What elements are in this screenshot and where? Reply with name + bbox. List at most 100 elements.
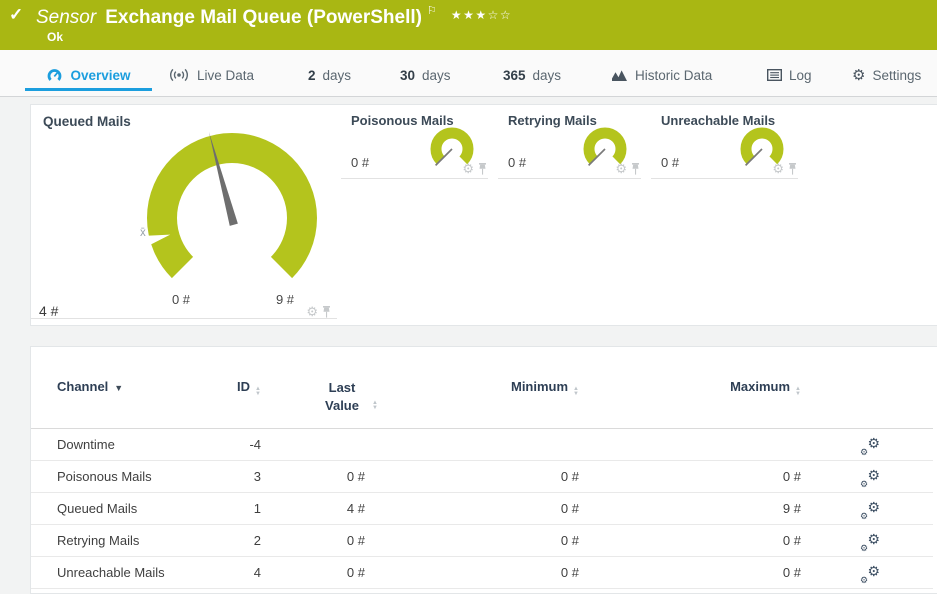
channel-name: Poisonous Mails [31, 460, 207, 494]
tab-overview[interactable]: Overview [25, 62, 152, 88]
primary-gauge-title: Queued Mails [43, 114, 131, 129]
primary-gauge: x̄ [140, 132, 317, 279]
table-row: Queued Mails 1 4 # 0 # 9 # ⚙ ⚙ [31, 492, 933, 526]
retrying-mails-gauge-panel: Retrying Mails 0 # ⚙ [498, 105, 641, 179]
gauges-card: Queued Mails x̄ 0 # 9 # 4 # ⚙ Poisonous … [30, 104, 937, 326]
channel-minimum: 0 # [373, 492, 587, 526]
channel-id: 2 [207, 524, 269, 558]
gauge-settings-gear-icon[interactable]: ⚙ [615, 161, 627, 176]
gauge-current-value: 4 # [39, 303, 59, 319]
channel-name: Queued Mails [31, 492, 207, 526]
channel-last-value: 4 # [269, 492, 373, 526]
pin-icon[interactable] [788, 162, 797, 175]
table-row: Retrying Mails 2 0 # 0 # 0 # ⚙ ⚙ [31, 524, 933, 558]
channel-minimum: 0 # [373, 524, 587, 558]
small-gauge [583, 127, 627, 167]
column-header-minimum[interactable]: Minimum ▲ ▼ [373, 373, 587, 430]
average-marker-label: x̄ [140, 227, 146, 239]
stars-empty[interactable]: ☆☆ [487, 8, 513, 22]
sort-desc-icon: ▼ [114, 383, 124, 393]
table-row: Unreachable Mails 4 0 # 0 # 0 # ⚙ ⚙ [31, 556, 933, 590]
priority-stars[interactable]: ★★★☆☆ [451, 8, 512, 22]
column-header-id[interactable]: ID ▲ ▼ [207, 373, 269, 430]
stars-filled[interactable]: ★★★ [450, 8, 488, 22]
tab-log[interactable]: Log [767, 62, 812, 88]
gauge-min-label: 0 # [171, 292, 191, 307]
tab-30-days[interactable]: 30 days [400, 62, 451, 88]
channels-table: Channel ▼ ID ▲ ▼ Last Value ▲ ▼ Minimum ▲ ▼ Max… [31, 373, 933, 590]
channel-id: 1 [207, 492, 269, 526]
tab-live-data[interactable]: Live Data [168, 62, 254, 88]
channel-settings-icon[interactable]: ⚙ ⚙ [860, 467, 880, 490]
channel-last-value: 0 # [269, 524, 373, 558]
gauge-max-label: 9 # [275, 292, 295, 307]
column-header-actions [809, 373, 933, 430]
channel-name: Unreachable Mails [31, 556, 207, 590]
unreachable-mails-gauge-panel: Unreachable Mails 0 # ⚙ [651, 105, 798, 179]
tab-365-days-unit: days [532, 67, 562, 83]
gauge-current-value: 0 # [351, 155, 370, 170]
sensor-title: Exchange Mail Queue (PowerShell) [105, 7, 422, 28]
gauge-needle [434, 148, 453, 167]
channel-settings-icon[interactable]: ⚙ ⚙ [860, 435, 880, 458]
tab-historic-data[interactable]: Historic Data [611, 62, 712, 88]
active-tab-underline [25, 88, 152, 91]
tab-365-days[interactable]: 365 days [503, 62, 561, 88]
channel-settings-icon[interactable]: ⚙ ⚙ [860, 563, 880, 586]
tab-2-days-number: 2 [308, 67, 316, 83]
channel-last-value: 0 # [269, 460, 373, 494]
tab-log-label: Log [789, 67, 812, 83]
channel-maximum: 0 # [587, 556, 809, 590]
channel-name: Downtime [31, 428, 207, 462]
sensor-status-text: Ok [47, 30, 64, 44]
poisonous-mails-gauge-panel: Poisonous Mails 0 # ⚙ [341, 105, 488, 179]
tab-365-days-number: 365 [503, 67, 526, 83]
gauge-current-value: 0 # [661, 155, 680, 170]
channel-id: 3 [207, 460, 269, 494]
gauge-settings-gear-icon[interactable]: ⚙ [772, 161, 784, 176]
column-header-channel[interactable]: Channel ▼ [31, 373, 207, 430]
gauge-title: Unreachable Mails [661, 113, 776, 128]
pin-icon[interactable] [322, 305, 331, 318]
small-gauge [740, 127, 784, 167]
gauge-settings-gear-icon[interactable]: ⚙ [306, 304, 318, 319]
channel-last-value [269, 428, 373, 462]
tab-settings-label: Settings [872, 67, 922, 83]
table-row: Downtime -4 ⚙ ⚙ [31, 428, 933, 462]
live-signal-icon [169, 68, 189, 82]
column-header-last-value[interactable]: Last Value ▲ ▼ [269, 373, 378, 430]
tab-2-days-unit: days [322, 67, 352, 83]
pin-icon[interactable] [478, 162, 487, 175]
sensor-header-bar: ✓ Sensor Exchange Mail Queue (PowerShell)… [0, 0, 937, 50]
channel-last-value: 0 # [269, 556, 373, 590]
column-header-maximum[interactable]: Maximum ▲ ▼ [587, 373, 809, 430]
sort-icon: ▲ ▼ [573, 386, 579, 397]
gauge-needle [208, 132, 238, 226]
sort-icon: ▲ ▼ [795, 386, 801, 397]
channels-table-card: Channel ▼ ID ▲ ▼ Last Value ▲ ▼ Minimum ▲ ▼ Max… [30, 346, 937, 594]
channel-settings-icon[interactable]: ⚙ ⚙ [860, 531, 880, 554]
queued-mails-gauge-panel: Queued Mails x̄ 0 # 9 # 4 # ⚙ [31, 105, 337, 319]
sort-icon: ▲ ▼ [372, 400, 378, 412]
settings-gear-icon: ⚙ [852, 66, 866, 84]
channel-minimum [373, 428, 587, 462]
tab-2-days[interactable]: 2 days [308, 62, 351, 88]
table-row: Poisonous Mails 3 0 # 0 # 0 # ⚙ ⚙ [31, 460, 933, 494]
gauge-icon [48, 68, 62, 81]
tab-bar: Overview Live Data 2 days 30 days 365 da… [0, 50, 937, 97]
channel-maximum: 0 # [587, 524, 809, 558]
channel-minimum: 0 # [373, 460, 587, 494]
tab-30-days-unit: days [422, 67, 451, 83]
channel-maximum: 0 # [587, 460, 809, 494]
object-kind-label: Sensor [36, 7, 97, 28]
average-notch-marker [141, 234, 171, 248]
channel-settings-icon[interactable]: ⚙ ⚙ [860, 499, 880, 522]
gauge-needle [744, 148, 763, 167]
pin-icon[interactable] [631, 162, 640, 175]
tab-30-days-number: 30 [400, 67, 416, 83]
gauge-settings-gear-icon[interactable]: ⚙ [462, 161, 474, 176]
status-ok-check-icon: ✓ [9, 5, 24, 24]
area-chart-icon [612, 69, 627, 81]
gauge-title: Poisonous Mails [351, 113, 454, 128]
tab-settings[interactable]: ⚙ Settings [852, 62, 921, 88]
